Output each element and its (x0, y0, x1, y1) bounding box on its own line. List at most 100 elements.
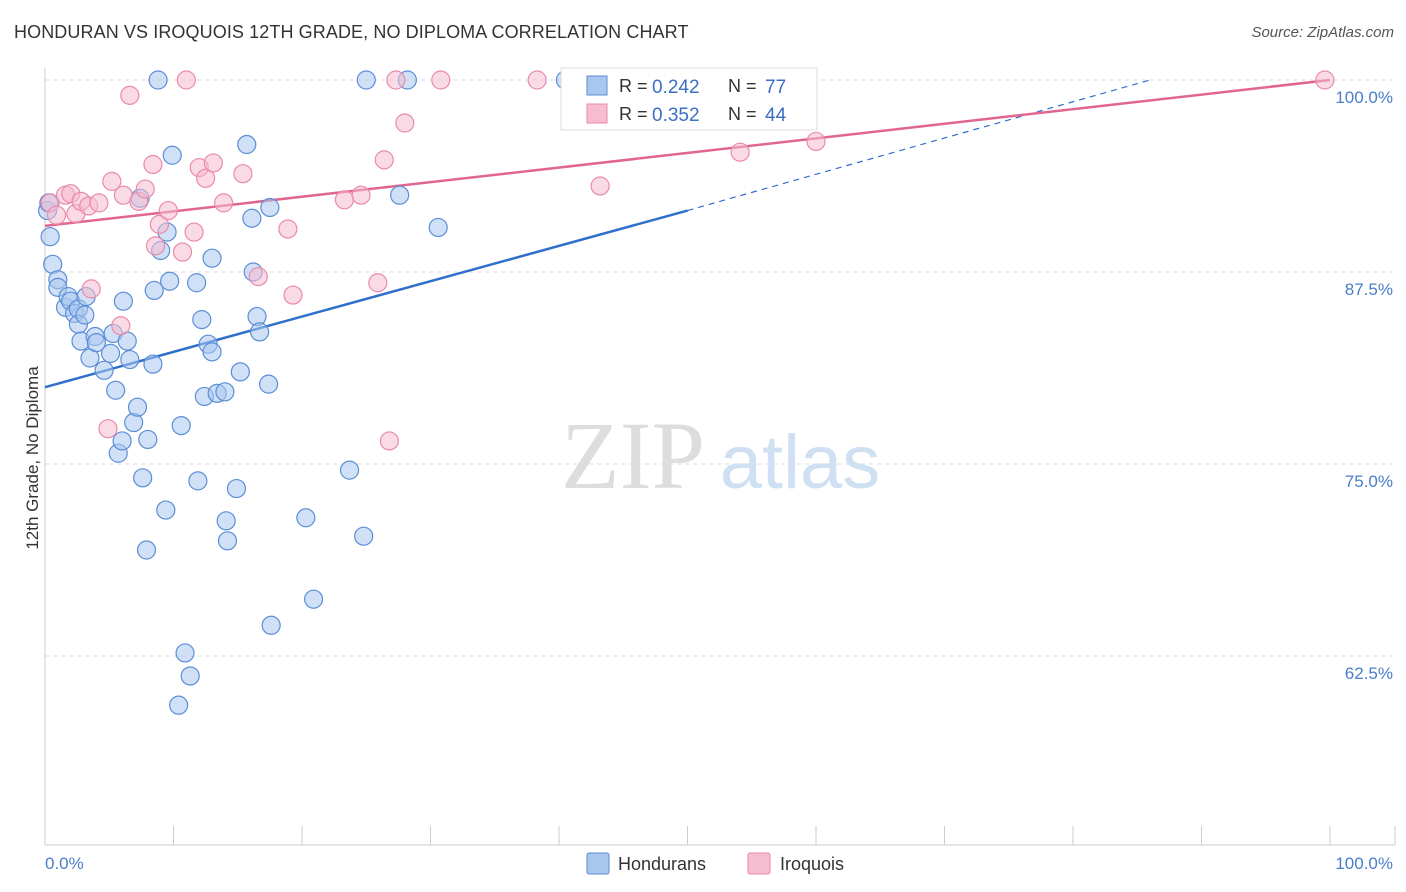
iroquois-point-20 (172, 242, 193, 262)
hondurans-point-42 (175, 643, 195, 663)
iroquois-point-42 (806, 131, 826, 152)
iroquois-point-11 (111, 316, 131, 336)
legend-r-value-iroquois: 0.352 (652, 105, 700, 126)
hondurans-point-65 (296, 508, 316, 528)
hondurans-point-31 (138, 429, 158, 450)
x-tick-label-0: 0.0% (45, 854, 84, 873)
bottom-legend-label-iroquois: Iroquois (780, 854, 844, 874)
bottom-legend-swatch-iroquois (747, 852, 771, 875)
hondurans-point-58 (242, 208, 262, 228)
legend-swatch-hondurans (586, 75, 608, 96)
iroquois-point-43 (1315, 70, 1335, 90)
iroquois-point-17 (145, 236, 166, 256)
x-ticks (44, 826, 1396, 845)
hondurans-point-56 (230, 362, 250, 382)
hondurans-point-64 (261, 615, 281, 635)
iroquois-point-33 (368, 273, 388, 293)
chart-title: HONDURAN VS IROQUOIS 12TH GRADE, NO DIPL… (14, 22, 689, 42)
trend-hondurans-solid (44, 209, 688, 389)
hondurans-point-40 (169, 695, 189, 715)
iroquois-point-39 (527, 70, 547, 90)
hondurans-point-23 (113, 291, 133, 311)
iroquois-point-30 (283, 285, 303, 305)
hondurans-point-16 (86, 333, 107, 353)
legend-n-value-iroquois: 44 (765, 105, 787, 126)
hondurans-point-27 (127, 397, 148, 417)
hondurans-point-55 (226, 478, 247, 499)
hondurans-point-49 (202, 248, 222, 268)
hondurans-point-1 (40, 227, 60, 247)
y-tick-labels: 100.0% 87.5% 75.0% 62.5% (1335, 88, 1393, 683)
iroquois-point-25 (203, 153, 223, 173)
hondurans-point-17 (94, 360, 114, 380)
hondurans-point-22 (112, 431, 132, 451)
bottom-legend-label-hondurans: Hondurans (618, 854, 706, 874)
series-legend: Hondurans Iroquois (586, 852, 844, 875)
hondurans-point-28 (133, 468, 153, 488)
iroquois-point-34 (374, 150, 394, 170)
iroquois-point-18 (149, 214, 169, 234)
hondurans-point-67 (339, 460, 360, 480)
iroquois-point-10 (102, 171, 122, 191)
bottom-legend-swatch-hondurans (586, 852, 610, 875)
hondurans-point-32 (143, 354, 163, 374)
hondurans-point-50 (202, 342, 222, 362)
hondurans-point-62 (258, 374, 279, 394)
hondurans-point-61 (249, 322, 270, 342)
y-tick-label-1: 87.5% (1345, 280, 1393, 299)
chart-source: Source: ZipAtlas.com (1251, 24, 1394, 41)
hondurans-point-25 (120, 349, 140, 370)
hondurans-point-41 (171, 416, 191, 436)
hondurans-point-39 (162, 145, 182, 165)
hondurans-point-66 (303, 589, 324, 609)
iroquois-point-28 (248, 267, 268, 287)
hondurans-point-45 (188, 471, 208, 491)
hondurans-point-33 (144, 280, 164, 301)
hondurans-point-68 (354, 526, 374, 546)
legend-swatch-iroquois (586, 103, 608, 124)
hondurans-point-46 (192, 310, 212, 330)
iroquois-point-37 (395, 113, 415, 133)
iroquois-point-26 (214, 193, 234, 213)
legend-n-label-hondurans: N = (728, 76, 757, 96)
hondurans-point-30 (136, 540, 157, 560)
y-tick-label-0: 100.0% (1335, 88, 1393, 107)
iroquois-point-35 (379, 431, 399, 451)
hondurans-point-53 (216, 511, 236, 531)
points-hondurans (37, 70, 692, 715)
hondurans-point-69 (356, 70, 376, 90)
hondurans-point-12 (75, 305, 95, 325)
x-tick-label-100: 100.0% (1335, 854, 1393, 873)
iroquois-point-40 (590, 176, 610, 196)
hondurans-point-18 (100, 343, 121, 364)
iroquois-point-36 (386, 70, 406, 90)
iroquois-point-21 (176, 70, 196, 90)
legend-n-label-iroquois: N = (728, 104, 757, 124)
watermark-atlas: atlas (720, 420, 881, 505)
legend-r-label-iroquois: R = (619, 104, 648, 124)
hondurans-point-36 (156, 500, 176, 520)
iroquois-point-41 (730, 142, 750, 162)
iroquois-point-16 (143, 154, 163, 175)
hondurans-point-43 (180, 666, 200, 686)
points-iroquois (40, 70, 1335, 451)
hondurans-point-57 (237, 134, 257, 155)
hondurans-point-52 (215, 382, 235, 402)
iroquois-point-31 (334, 190, 355, 210)
stats-legend: R = 0.242 N = 77 R = 0.352 N = 44 (560, 67, 818, 131)
hondurans-point-34 (148, 70, 168, 90)
iroquois-point-1 (46, 205, 67, 225)
hondurans-point-54 (217, 531, 238, 551)
legend-n-value-hondurans: 77 (765, 77, 786, 98)
hondurans-point-70 (390, 185, 410, 205)
iroquois-point-24 (196, 168, 216, 188)
hondurans-point-72 (428, 217, 448, 238)
hondurans-point-63 (260, 197, 280, 218)
y-axis-title: 12th Grade, No Diploma (23, 366, 42, 550)
iroquois-point-19 (158, 200, 178, 221)
hondurans-point-38 (160, 271, 180, 291)
iroquois-point-15 (135, 179, 155, 199)
iroquois-point-7 (81, 279, 101, 299)
iroquois-point-8 (89, 193, 109, 213)
